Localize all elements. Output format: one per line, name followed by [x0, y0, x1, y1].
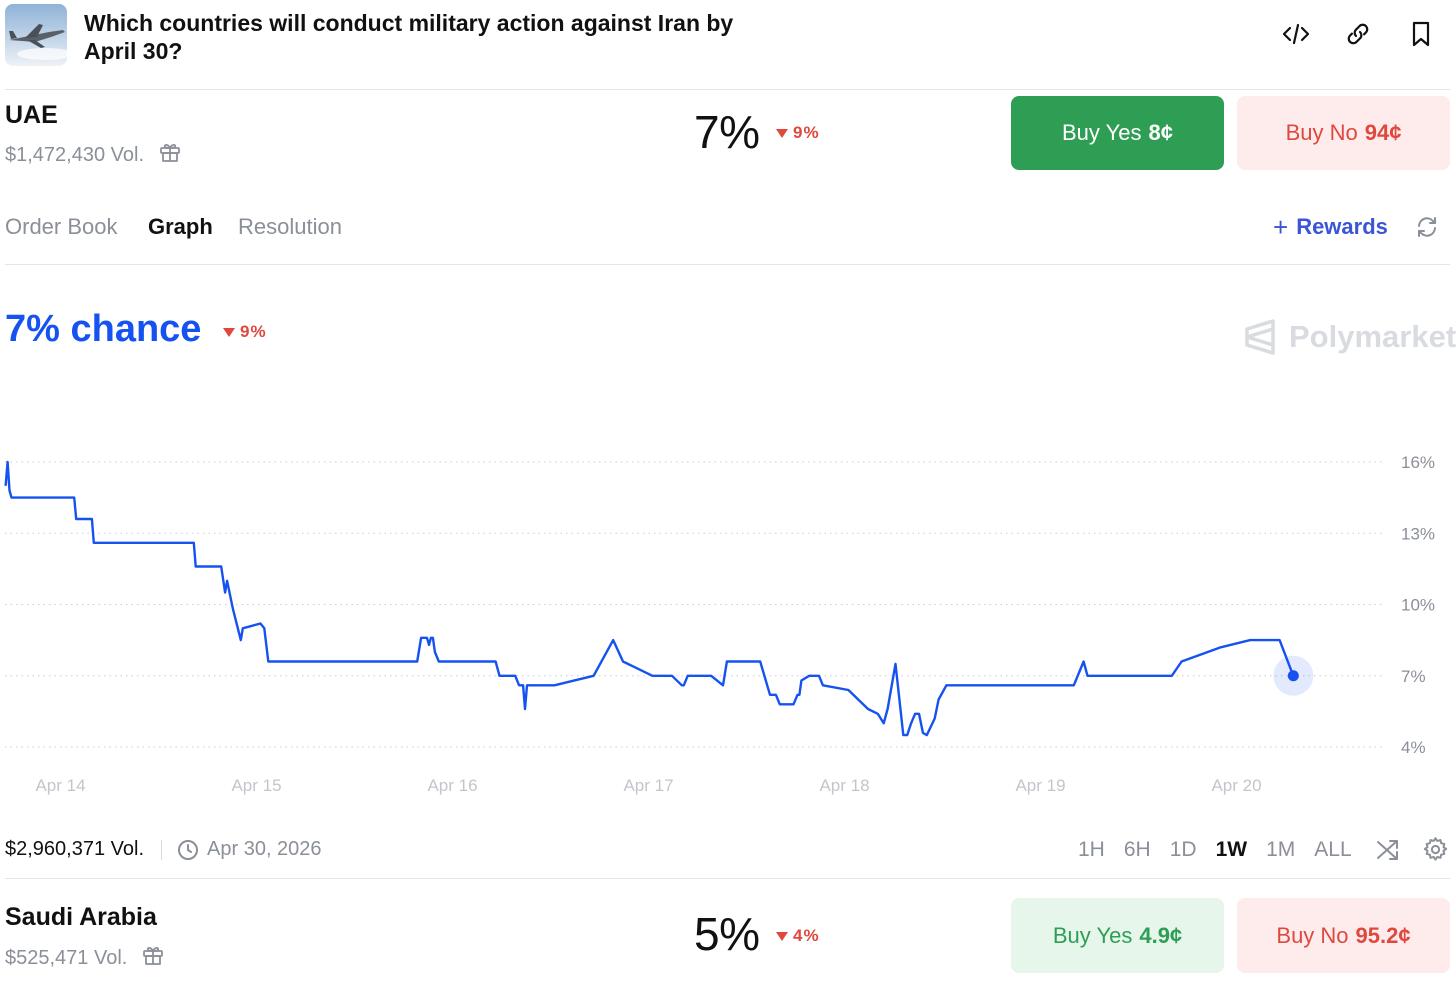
- time-range-selector: 1H 6H 1D 1W 1M ALL: [1078, 838, 1371, 862]
- market-change: 9%: [776, 123, 820, 143]
- chart-current-point: [1287, 670, 1299, 682]
- tab-order-book[interactable]: Order Book: [5, 214, 118, 239]
- refresh-icon[interactable]: [1415, 215, 1439, 244]
- chart-x-ticks: Apr 14 Apr 15 Apr 16 Apr 17 Apr 18 Apr 19 Apr …: [35, 776, 1261, 795]
- market-name: UAE: [5, 101, 58, 129]
- tab-graph[interactable]: Graph: [148, 214, 213, 239]
- market-name-saudi: Saudi Arabia: [5, 903, 157, 931]
- buy-yes-price: 8¢: [1148, 120, 1173, 145]
- market-volume-saudi-text: $525,471 Vol.: [5, 946, 128, 969]
- chart-footer: $2,960,371 Vol. Apr 30, 2026: [5, 838, 322, 861]
- buy-yes-button-saudi[interactable]: Buy Yes 4.9¢: [1011, 898, 1224, 973]
- x-tick-label: Apr 16: [427, 776, 477, 795]
- end-date: Apr 30, 2026: [177, 838, 322, 861]
- market-change-saudi: 4%: [776, 926, 820, 946]
- polymarket-wordmark: Polymarket: [1289, 319, 1456, 354]
- market-title: Which countries will conduct military ac…: [84, 10, 734, 64]
- market-volume-saudi: $525,471 Vol.: [5, 943, 165, 973]
- embed-icon[interactable]: [1281, 19, 1311, 49]
- link-icon[interactable]: [1343, 19, 1373, 49]
- chart-y-ticks: 16% 13% 10% 7% 4%: [1401, 453, 1435, 757]
- market-change-saudi-value: 4%: [793, 926, 820, 945]
- tabs-divider: [5, 264, 1450, 265]
- chart-grid: [5, 461, 1385, 748]
- gift-icon[interactable]: [141, 943, 165, 973]
- down-triangle-icon: [223, 327, 235, 337]
- range-1h[interactable]: 1H: [1078, 838, 1105, 861]
- buy-yes-price-saudi: 4.9¢: [1139, 922, 1183, 948]
- plus-icon: +: [1273, 212, 1289, 242]
- range-1w[interactable]: 1W: [1215, 838, 1248, 861]
- bookmark-icon[interactable]: [1406, 19, 1436, 49]
- chance-change-value: 9%: [240, 322, 267, 341]
- range-1m[interactable]: 1M: [1266, 838, 1296, 861]
- market-change-value: 9%: [793, 123, 820, 142]
- buy-no-button-saudi[interactable]: Buy No 95.2¢: [1237, 898, 1450, 973]
- tab-resolution[interactable]: Resolution: [238, 214, 342, 239]
- x-tick-label: Apr 20: [1211, 776, 1261, 795]
- buy-no-button[interactable]: Buy No 94¢: [1237, 96, 1450, 170]
- footer-separator: [161, 839, 163, 860]
- y-tick-label: 10%: [1401, 596, 1435, 615]
- y-tick-label: 16%: [1401, 453, 1435, 472]
- range-1d[interactable]: 1D: [1169, 838, 1197, 861]
- end-date-text: Apr 30, 2026: [207, 838, 322, 860]
- buy-no-label-saudi: Buy No: [1276, 922, 1349, 948]
- x-tick-label: Apr 15: [231, 776, 281, 795]
- y-tick-label: 7%: [1401, 667, 1426, 686]
- gift-icon[interactable]: [158, 140, 182, 170]
- market-percent-saudi: 5%: [694, 908, 760, 960]
- price-chart[interactable]: 16%13%10%7%4% Apr 14 Apr 15 Apr 16 Apr 17 Ap…: [0, 400, 1456, 810]
- buy-no-label: Buy No: [1285, 120, 1358, 145]
- buy-no-price: 94¢: [1364, 120, 1402, 145]
- market-divider: [5, 878, 1450, 879]
- x-tick-label: Apr 14: [35, 776, 85, 795]
- shuffle-icon[interactable]: [1375, 837, 1401, 868]
- clock-icon: [178, 839, 199, 860]
- x-tick-label: Apr 17: [623, 776, 673, 795]
- y-tick-label: 13%: [1401, 524, 1435, 543]
- chance-label: 7% chance: [5, 308, 202, 350]
- x-tick-label: Apr 19: [1015, 776, 1065, 795]
- buy-yes-label-saudi: Buy Yes: [1052, 922, 1133, 948]
- market-thumbnail: [5, 4, 67, 66]
- market-percent: 7%: [694, 106, 760, 158]
- range-all[interactable]: ALL: [1314, 838, 1352, 861]
- settings-gear-icon[interactable]: [1422, 836, 1449, 868]
- buy-no-price-saudi: 95.2¢: [1355, 922, 1411, 948]
- down-triangle-icon: [776, 128, 788, 138]
- range-6h[interactable]: 6H: [1123, 838, 1151, 861]
- chance-change: 9%: [223, 322, 267, 342]
- x-tick-label: Apr 18: [819, 776, 869, 795]
- market-volume-text: $1,472,430 Vol.: [5, 143, 145, 166]
- header-divider: [5, 89, 1450, 90]
- polymarket-logo: Polymarket: [1243, 318, 1456, 356]
- y-tick-label: 4%: [1401, 738, 1426, 757]
- total-volume: $2,960,371 Vol.: [5, 838, 145, 860]
- buy-yes-label: Buy Yes: [1062, 120, 1142, 145]
- chart-series-line: [4, 460, 1295, 737]
- buy-yes-button[interactable]: Buy Yes 8¢: [1011, 96, 1224, 170]
- rewards-label: Rewards: [1296, 214, 1388, 239]
- rewards-button[interactable]: + Rewards: [1273, 214, 1388, 240]
- market-volume: $1,472,430 Vol.: [5, 140, 182, 170]
- down-triangle-icon: [776, 931, 788, 941]
